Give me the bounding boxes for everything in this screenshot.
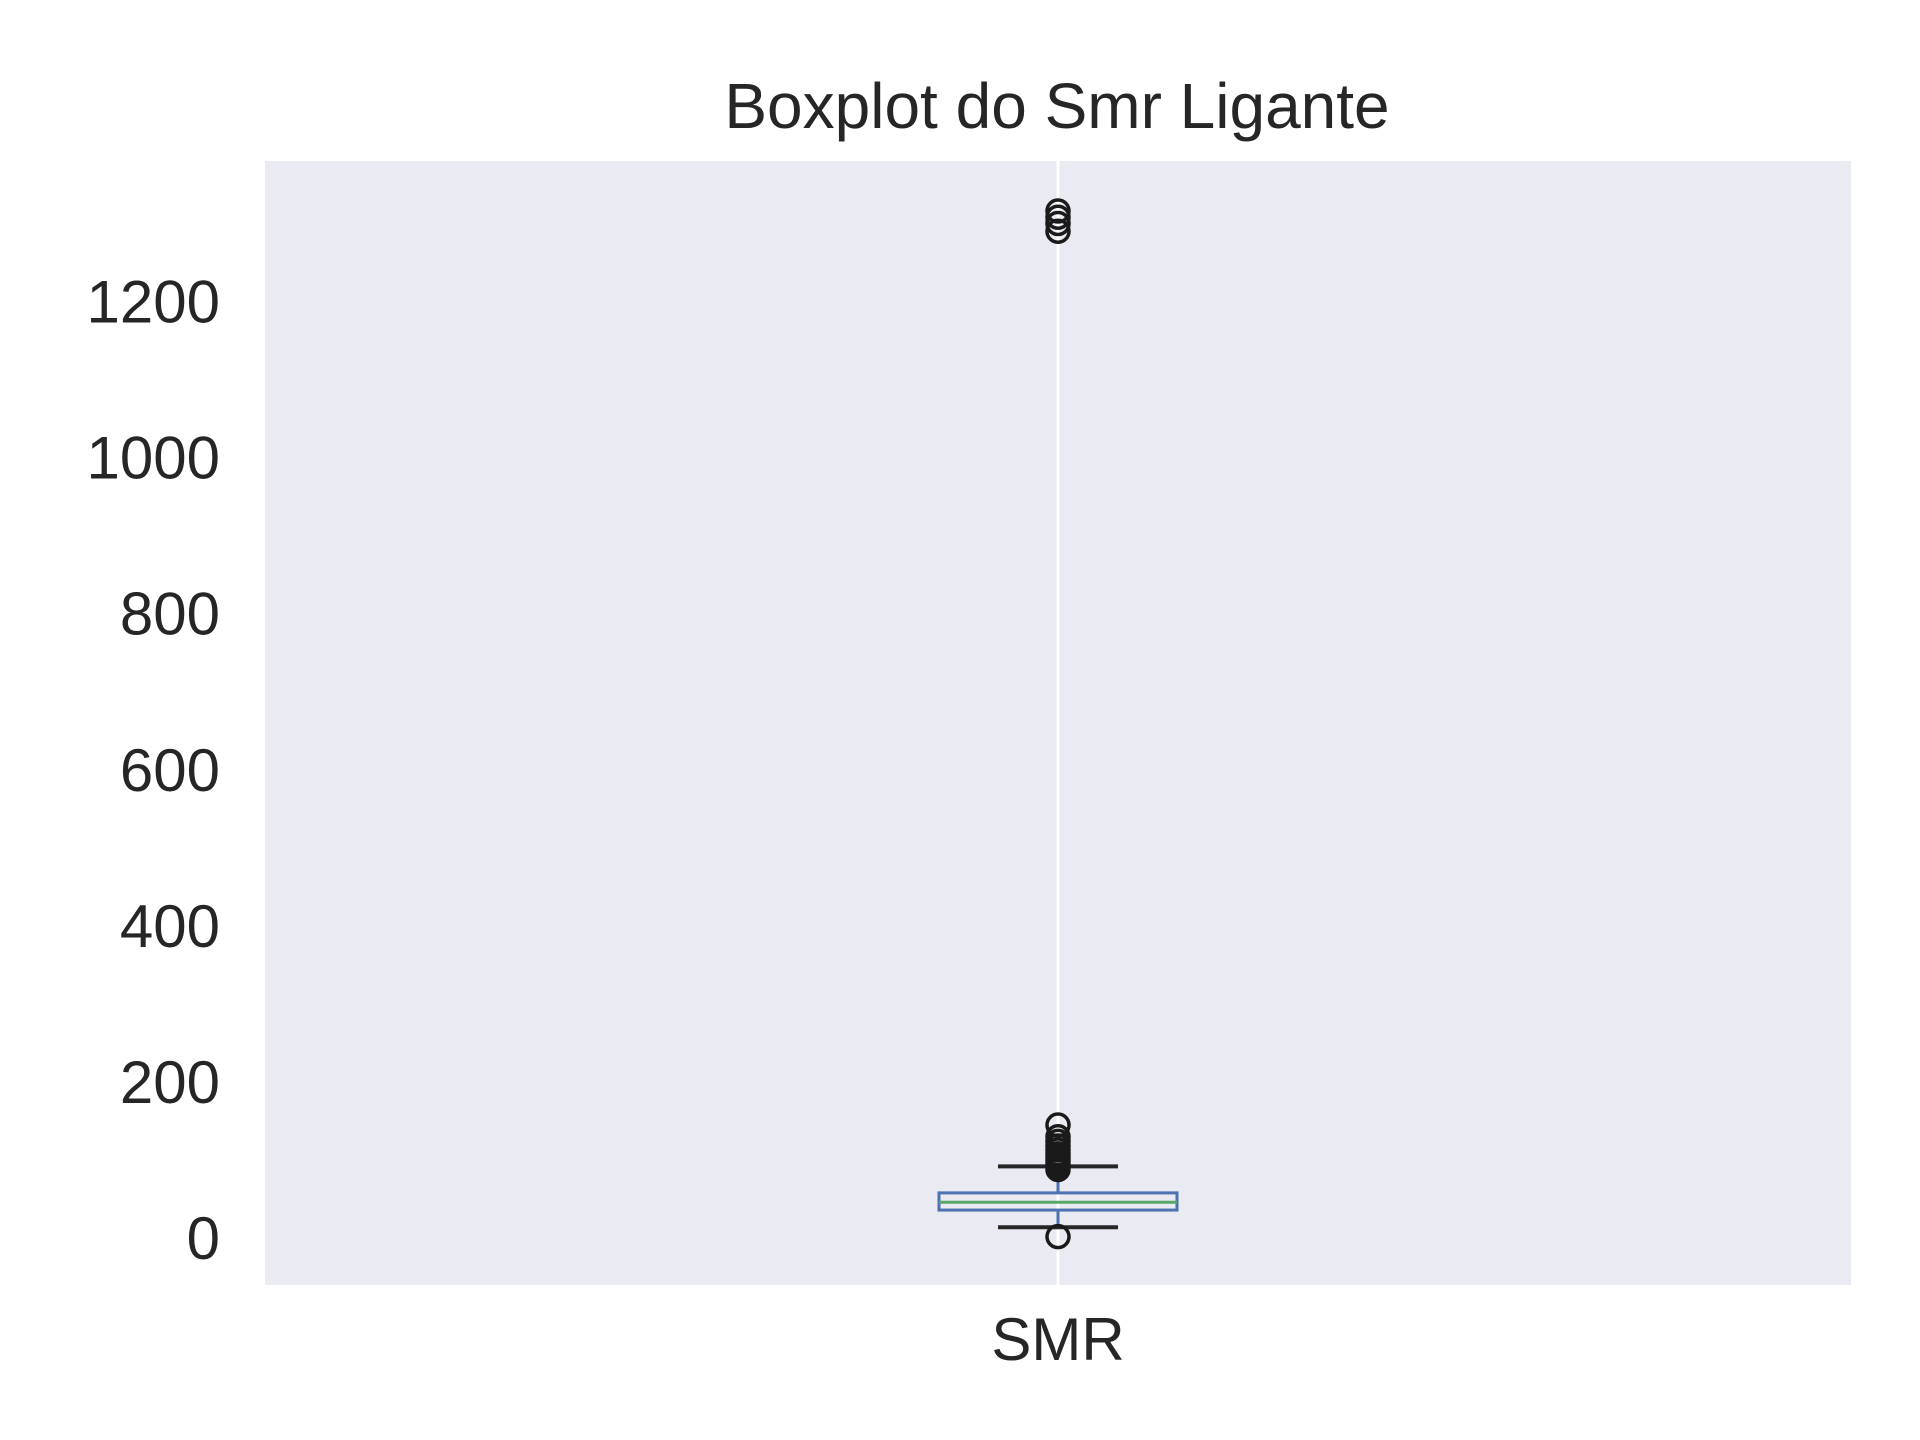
y-tick-label: 200 [120,1049,220,1116]
y-tick-label: 1200 [87,269,220,336]
x-axis-ticks: SMR [991,1306,1124,1373]
y-tick-label: 800 [120,581,220,648]
boxes [937,198,1179,1250]
y-tick-label: 1000 [87,425,220,492]
y-tick-label: 0 [187,1205,220,1272]
chart-title: Boxplot do Smr Ligante [724,70,1389,142]
outlier-point [1045,1123,1071,1150]
outlier-point [1045,1223,1071,1250]
y-axis-ticks: 0 200 400 600 800 1000 1200 [87,269,220,1273]
x-tick-label: SMR [991,1306,1124,1373]
y-tick-label: 600 [120,737,220,804]
y-tick-label: 400 [120,893,220,960]
outlier-point [1045,1112,1071,1138]
outlier-point [1045,198,1071,224]
